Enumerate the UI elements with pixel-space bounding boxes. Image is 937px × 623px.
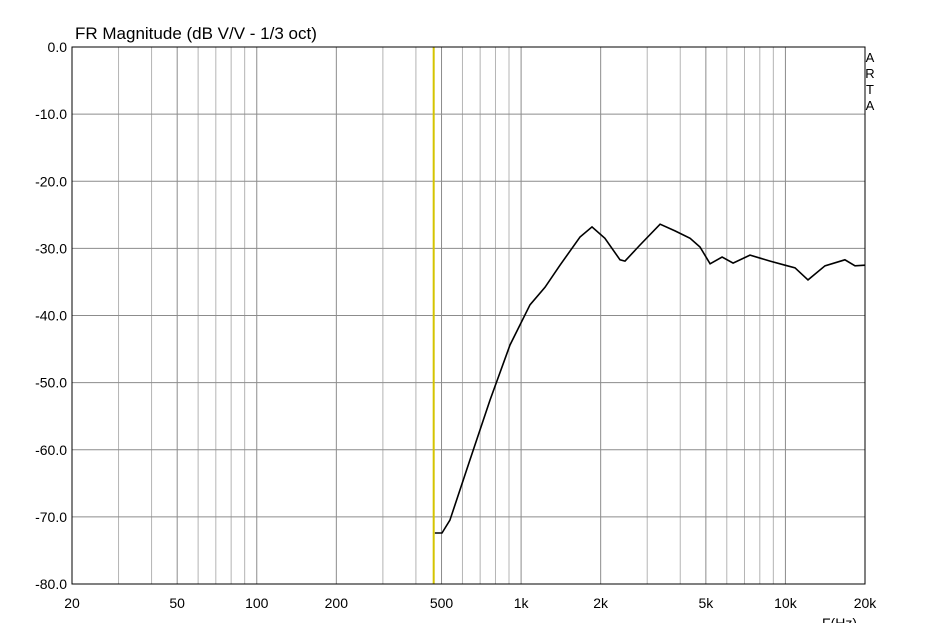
- y-tick-label: -30.0: [35, 240, 67, 256]
- x-tick-label: 20k: [854, 595, 878, 611]
- y-tick-label: 0.0: [48, 39, 68, 55]
- x-tick-label: 1k: [514, 595, 530, 611]
- y-tick-label: -20.0: [35, 173, 67, 189]
- x-tick-label: 10k: [774, 595, 798, 611]
- x-axis-label: F(Hz): [822, 615, 857, 623]
- y-tick-label: -70.0: [35, 509, 67, 525]
- x-tick-label: 200: [325, 595, 349, 611]
- y-tick-label: -60.0: [35, 442, 67, 458]
- x-tick-label: 500: [430, 595, 454, 611]
- x-tick-label: 5k: [698, 595, 714, 611]
- watermark: ARTA: [863, 50, 878, 114]
- x-tick-label: 100: [245, 595, 269, 611]
- plot-frame: [71, 46, 866, 585]
- y-tick-label: -40.0: [35, 308, 67, 324]
- series-line: [434, 223, 866, 534]
- y-tick-label: -50.0: [35, 375, 67, 391]
- x-tick-label: 50: [169, 595, 185, 611]
- chart-title: FR Magnitude (dB V/V - 1/3 oct): [75, 24, 317, 43]
- y-tick-label: -80.0: [35, 576, 67, 592]
- x-tick-label: 2k: [593, 595, 609, 611]
- y-tick-label: -10.0: [35, 106, 67, 122]
- x-tick-label: 20: [64, 595, 80, 611]
